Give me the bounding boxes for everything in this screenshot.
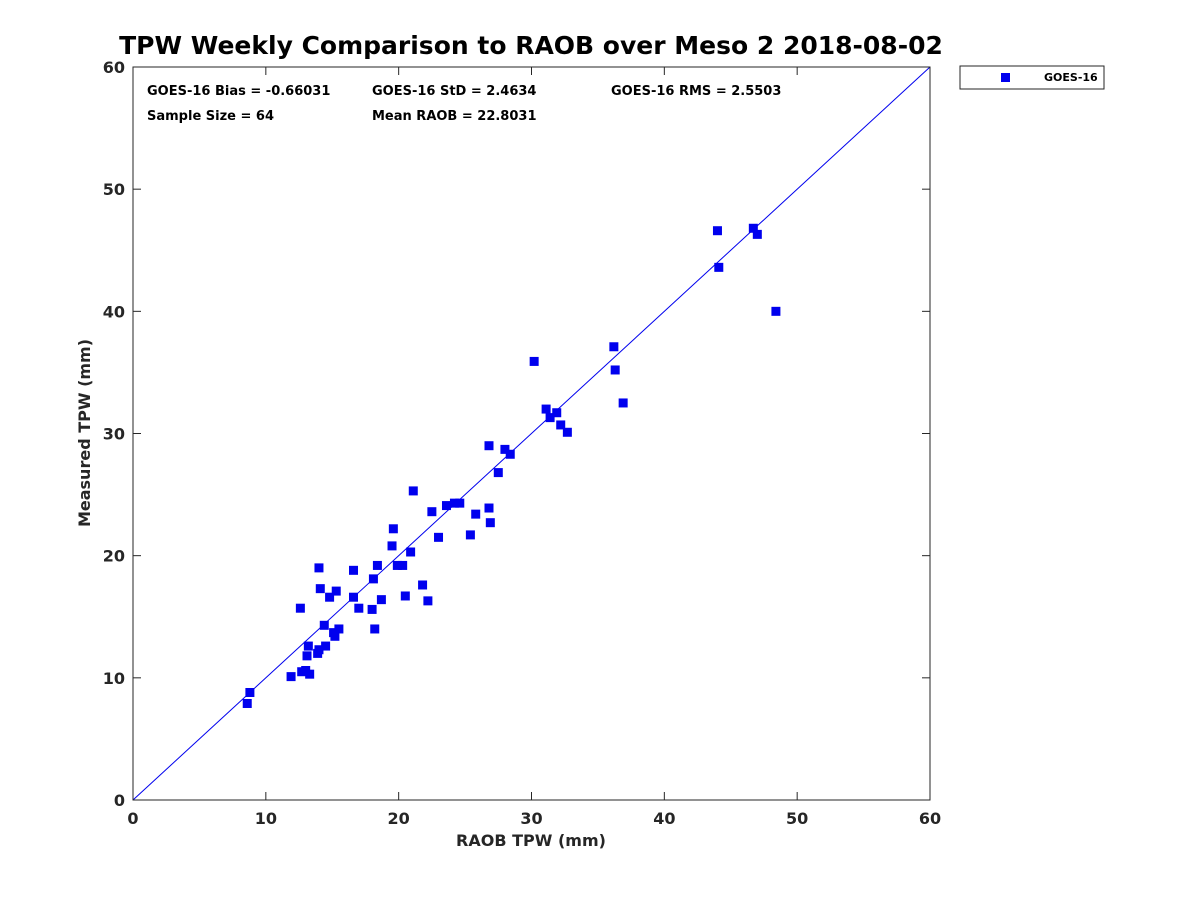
data-point: [400, 591, 410, 601]
data-point: [330, 631, 340, 641]
data-point: [388, 524, 398, 534]
data-point: [331, 586, 341, 596]
data-point: [455, 498, 465, 508]
data-point: [408, 486, 418, 496]
data-point: [484, 441, 494, 451]
y-tick-label: 10: [103, 669, 125, 688]
one-to-one-reference-line: [132, 66, 931, 801]
x-axis-label: RAOB TPW (mm): [456, 831, 606, 850]
data-points-goes-16: [242, 223, 781, 708]
data-point: [441, 501, 451, 511]
x-tick-label: 50: [786, 809, 808, 828]
y-tick-label: 40: [103, 302, 125, 321]
data-point: [370, 624, 380, 634]
data-point: [314, 563, 324, 573]
x-axis: 0 10 20 30 40 50 60: [127, 67, 941, 828]
data-point: [618, 398, 628, 408]
data-point: [398, 560, 408, 570]
data-point: [372, 560, 382, 570]
data-point: [303, 641, 313, 651]
data-point: [485, 518, 495, 528]
data-point: [392, 560, 402, 570]
y-axis: 0 10 20 30 40 50 60: [103, 58, 930, 810]
data-point: [712, 226, 722, 236]
data-point: [545, 413, 555, 423]
sample-size-stat: Sample Size = 64: [147, 109, 274, 124]
data-point: [752, 229, 762, 239]
x-tick-label: 0: [127, 809, 138, 828]
data-point: [245, 687, 255, 697]
plot-area: 0 10 20 30 40 50 60 0 10 20 30 40 50 60: [103, 58, 941, 828]
data-point: [295, 603, 305, 613]
data-point: [500, 444, 510, 454]
y-tick-label: 0: [114, 791, 125, 810]
data-point: [541, 404, 551, 414]
data-point: [368, 574, 378, 584]
data-point: [562, 427, 572, 437]
chart-title: TPW Weekly Comparison to RAOB over Meso …: [119, 31, 943, 60]
data-point: [434, 532, 444, 542]
data-point: [286, 672, 296, 682]
data-point: [471, 509, 481, 519]
data-point: [556, 420, 566, 430]
data-point: [315, 584, 325, 594]
data-point: [325, 592, 335, 602]
data-point: [305, 669, 315, 679]
rms-stat: GOES-16 RMS = 2.5503: [611, 84, 781, 99]
data-point: [406, 547, 416, 557]
x-tick-label: 30: [520, 809, 542, 828]
data-point: [314, 645, 324, 655]
data-point: [349, 565, 359, 575]
bias-stat: GOES-16 Bias = -0.66031: [147, 84, 330, 99]
y-tick-label: 20: [103, 547, 125, 566]
legend: GOES-16: [959, 65, 1105, 90]
std-stat: GOES-16 StD = 2.4634: [372, 84, 536, 99]
data-point: [493, 468, 503, 478]
statistics-annotation: GOES-16 Bias = -0.66031 GOES-16 StD = 2.…: [147, 84, 781, 124]
x-tick-label: 60: [919, 809, 941, 828]
x-tick-label: 40: [653, 809, 675, 828]
y-tick-label: 30: [103, 425, 125, 444]
data-point: [714, 262, 724, 272]
data-point: [334, 624, 344, 634]
data-point: [354, 603, 364, 613]
data-point: [321, 641, 331, 651]
data-point: [427, 507, 437, 517]
data-point: [349, 592, 359, 602]
legend-entry-goes-16: GOES-16: [1044, 71, 1098, 84]
data-point: [376, 595, 386, 605]
data-point: [748, 223, 758, 233]
y-tick-label: 60: [103, 58, 125, 77]
data-point: [610, 365, 620, 375]
x-tick-label: 20: [388, 809, 410, 828]
data-point: [449, 498, 459, 508]
legend-box: [959, 65, 1105, 90]
data-point: [505, 449, 515, 459]
data-point: [242, 698, 252, 708]
data-point: [529, 356, 539, 366]
data-point: [609, 342, 619, 352]
data-point: [484, 503, 494, 513]
legend-marker-square: [1001, 73, 1010, 82]
data-point: [465, 530, 475, 540]
data-point: [367, 604, 377, 614]
y-tick-label: 50: [103, 180, 125, 199]
data-point: [552, 408, 562, 418]
mean-raob-stat: Mean RAOB = 22.8031: [372, 109, 537, 124]
data-point: [423, 596, 433, 606]
y-axis-label: Measured TPW (mm): [75, 339, 94, 527]
data-point: [302, 651, 312, 661]
data-point: [418, 580, 428, 590]
data-point: [319, 620, 329, 630]
x-tick-label: 10: [255, 809, 277, 828]
data-point: [387, 541, 397, 551]
data-point: [771, 306, 781, 316]
